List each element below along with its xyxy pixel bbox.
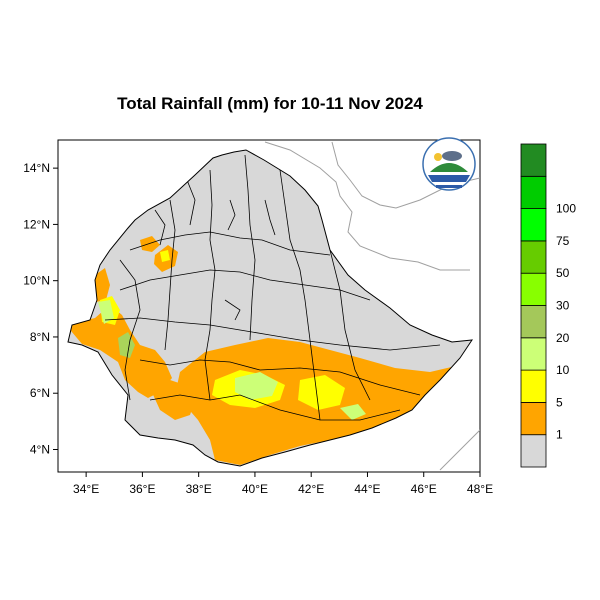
legend-swatch	[520, 240, 547, 274]
x-tick-label: 38°E	[186, 482, 212, 496]
ethiopian-meteorology-institute-logo	[422, 137, 476, 191]
y-tick-label: 6°N	[30, 386, 50, 400]
legend-threshold-label: 20	[556, 331, 570, 345]
rain-1-5mm-west	[68, 305, 172, 398]
x-tick-label: 42°E	[298, 482, 324, 496]
coastline	[331, 141, 480, 209]
y-axis: 4°N 6°N 8°N 10°N 12°N 14°N	[23, 161, 58, 456]
legend-threshold-label: 30	[556, 299, 570, 313]
x-tick-label: 46°E	[411, 482, 437, 496]
x-tick-label: 44°E	[354, 482, 380, 496]
neighbor-boundary-line-south	[439, 429, 480, 471]
map-title: Total Rainfall (mm) for 10-11 Nov 2024	[117, 94, 423, 113]
color-legend: 1 5 10 20 30 50 75 100	[520, 143, 576, 468]
legend-swatch	[520, 208, 547, 242]
legend-swatch	[520, 175, 547, 210]
y-tick-label: 10°N	[23, 274, 50, 288]
y-tick-label: 8°N	[30, 330, 50, 344]
legend-swatch	[520, 369, 547, 403]
rain-5-10mm-north	[160, 250, 170, 262]
x-tick-label: 40°E	[242, 482, 268, 496]
neighbor-boundary-line	[264, 141, 470, 271]
x-tick-label: 36°E	[129, 482, 155, 496]
x-axis: 34°E 36°E 38°E 40°E 42°E 44°E 46°E 48°E	[73, 472, 493, 496]
legend-threshold-label: 50	[556, 266, 570, 280]
legend-threshold-label: 1	[556, 428, 563, 442]
legend-threshold-label: 10	[556, 363, 570, 377]
rain-10-20mm-south	[340, 404, 366, 420]
y-tick-label: 12°N	[23, 217, 50, 231]
internal-boundaries	[104, 154, 441, 421]
x-tick-label: 48°E	[467, 482, 493, 496]
ethiopia-outline	[67, 149, 474, 467]
legend-swatch	[520, 305, 547, 339]
legend-swatch	[520, 401, 547, 436]
legend-threshold-label: 75	[556, 234, 570, 248]
legend-swatch	[520, 337, 547, 371]
legend-threshold-label: 100	[556, 202, 576, 216]
rain-10-20mm-west	[98, 300, 114, 324]
y-tick-label: 14°N	[23, 161, 50, 175]
rain-1-5mm-north-a	[140, 236, 160, 252]
legend-swatch	[520, 272, 547, 306]
y-tick-label: 4°N	[30, 442, 50, 456]
rain-1-5mm-northwest	[95, 268, 110, 302]
legend-threshold-label: 5	[556, 395, 563, 409]
legend-swatch	[520, 434, 547, 468]
rain-5-10mm-east	[298, 375, 345, 410]
rain-10-20mm-central	[235, 372, 278, 400]
x-tick-label: 34°E	[73, 482, 99, 496]
legend-swatch	[520, 143, 547, 177]
rain-1-5mm-southwest	[150, 380, 195, 420]
